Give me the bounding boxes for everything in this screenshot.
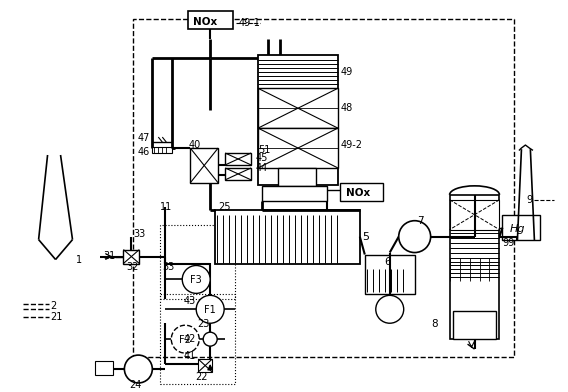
Text: 32: 32 [127,263,139,272]
Circle shape [182,265,210,293]
Bar [258,55,338,185]
Text: 47: 47 [137,133,150,143]
Circle shape [399,221,431,252]
Text: 21: 21 [51,312,63,322]
Bar [225,168,251,180]
Text: 33: 33 [133,229,145,239]
Circle shape [203,332,217,346]
Text: 48: 48 [341,103,353,113]
Text: 51: 51 [258,145,270,155]
Bar [278,168,316,186]
Text: 45: 45 [255,153,268,163]
Bar [225,153,251,165]
Text: 2: 2 [51,301,57,311]
Circle shape [172,325,199,353]
Text: F1: F1 [204,305,216,315]
Text: 44: 44 [255,163,268,173]
Text: 31: 31 [103,250,116,261]
Bar [95,361,114,375]
Text: 5: 5 [362,232,369,241]
Text: 49-2: 49-2 [341,140,363,150]
Bar [190,148,218,183]
Bar [123,250,139,263]
Text: 7: 7 [417,216,423,226]
Bar [258,128,338,168]
Circle shape [196,295,224,323]
Bar [160,225,235,299]
Bar [262,186,327,201]
Bar [340,183,383,201]
Text: 24: 24 [129,380,141,390]
Text: NOx: NOx [193,16,218,27]
Text: F3: F3 [190,276,202,285]
Bar [503,215,540,240]
Text: 6: 6 [385,256,391,267]
Text: Hg: Hg [509,224,525,234]
Bar [365,254,415,294]
Bar [160,294,235,384]
Circle shape [376,295,404,323]
Text: 43: 43 [183,296,195,306]
Text: 99: 99 [503,238,515,248]
Text: 49-1: 49-1 [238,18,260,27]
Text: NOx: NOx [346,188,370,198]
Bar [152,147,172,153]
Bar [215,210,360,265]
Bar [133,18,515,357]
Text: 49: 49 [341,67,353,77]
Bar [198,359,212,372]
Text: 41: 41 [183,351,195,361]
Bar [453,311,496,339]
Text: 40: 40 [188,140,201,150]
Text: 23: 23 [197,319,210,329]
Bar [450,195,499,339]
Text: 33: 33 [162,263,174,272]
Text: 22: 22 [195,372,207,382]
Text: 8: 8 [432,319,438,329]
Text: 25: 25 [218,202,231,212]
Text: 11: 11 [160,202,173,212]
Text: 42: 42 [183,334,195,344]
Text: 1: 1 [76,254,82,265]
Circle shape [124,355,152,383]
Text: 9: 9 [527,195,533,205]
Text: 46: 46 [137,147,149,157]
Bar [450,200,499,230]
Text: F2: F2 [179,335,191,345]
Bar [258,88,338,128]
Bar [188,11,233,29]
